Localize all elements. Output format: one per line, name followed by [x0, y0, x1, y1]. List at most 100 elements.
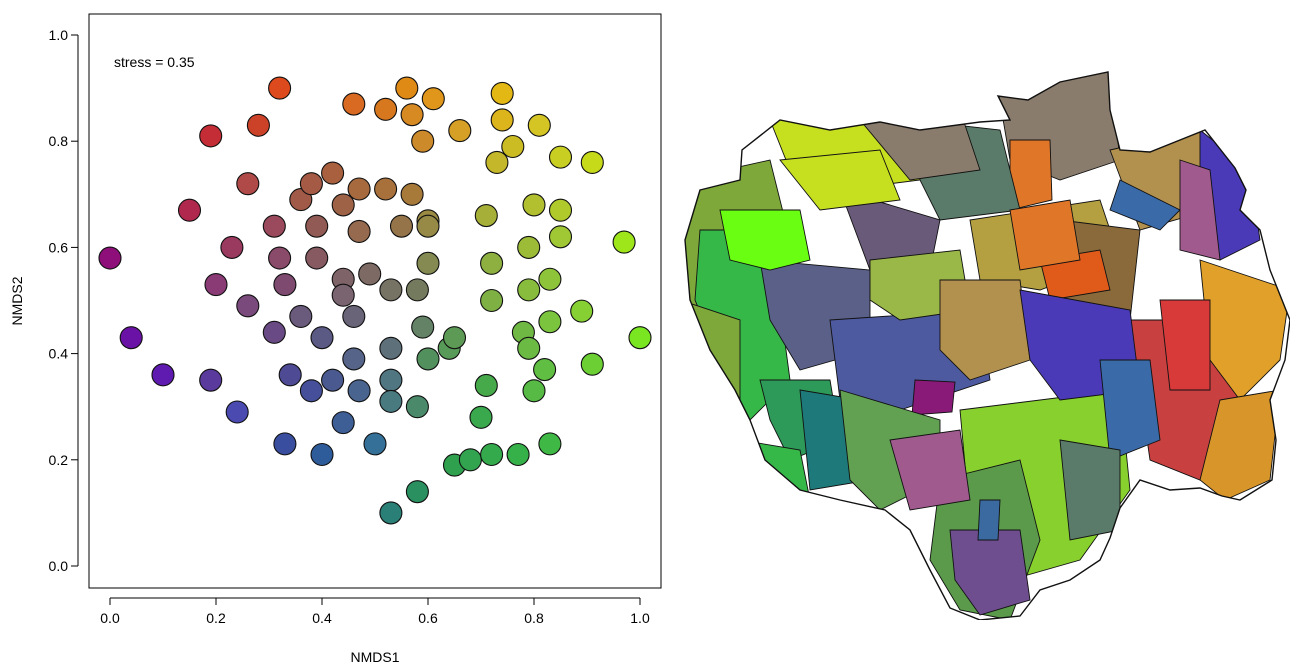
map-region-38	[1059, 439, 1121, 541]
scatter-point-43	[379, 501, 403, 525]
map-region-16	[1199, 389, 1281, 501]
map-region-22	[949, 529, 1031, 616]
map-region-34	[939, 279, 1031, 381]
scatter-point-88	[538, 432, 562, 456]
scatter-point-74	[490, 108, 514, 132]
scatter-point-49	[395, 76, 419, 100]
scatter-point-95	[612, 230, 636, 254]
scatter-point-28	[321, 368, 345, 392]
scatter-point-19	[289, 188, 313, 212]
scatter-point-42	[374, 177, 398, 201]
scatter-point-76	[501, 134, 525, 159]
scatter-point-15	[268, 246, 292, 270]
scatter-point-89	[548, 145, 573, 169]
scatter-point-38	[347, 379, 371, 403]
scatter-point-5	[199, 368, 223, 392]
scatter-point-16	[273, 273, 297, 297]
x-axis: 0.0 0.2 0.4 0.6 0.8 1.0	[100, 597, 650, 626]
scatter-point-71	[480, 288, 504, 313]
scatter-point-60	[416, 347, 440, 371]
scatter-point-4	[199, 124, 223, 148]
scatter-point-69	[474, 203, 498, 228]
y-tick-label-4: 0.8	[49, 133, 69, 149]
y-tick-label-0: 0.0	[49, 558, 69, 574]
scatter-point-47	[379, 389, 403, 413]
scatter-point-39	[358, 262, 382, 286]
scatter-point-91	[548, 225, 573, 249]
map-region-24	[719, 209, 811, 271]
scatter-point-7	[220, 235, 244, 259]
scatter-point-18	[278, 363, 302, 387]
scatter-point-21	[299, 172, 323, 196]
scatter-point-6	[204, 273, 228, 297]
y-tick-label-1: 0.2	[49, 452, 69, 468]
scatter-point-53	[405, 395, 429, 419]
scatter-point-1	[119, 326, 143, 350]
scatter-point-33	[342, 92, 366, 116]
plot-frame	[88, 13, 662, 589]
map-region-37	[889, 429, 971, 511]
scatter-point-10	[236, 294, 260, 318]
scatter-point-40	[363, 432, 387, 456]
scatter-point-37	[347, 219, 371, 244]
scatter-point-14	[268, 76, 292, 100]
scatter-point-45	[379, 336, 403, 360]
scatter-point-11	[246, 113, 270, 137]
scatter-point-85	[533, 357, 557, 382]
scatter-point-93	[580, 150, 604, 174]
scatter-point-50	[400, 103, 424, 127]
x-tick-label-2: 0.4	[312, 610, 332, 626]
scatter-point-26	[310, 442, 334, 467]
scatter-point-31	[331, 283, 355, 307]
scatter-point-59	[416, 251, 440, 275]
scatter-point-29	[331, 193, 355, 217]
scatter-point-52	[405, 480, 429, 504]
scatter-point-84	[527, 113, 551, 137]
scatter-point-51	[400, 182, 424, 206]
scatter-point-13	[262, 320, 286, 344]
scatter-point-94	[580, 352, 604, 376]
scatter-point-35	[342, 347, 366, 371]
scatter-point-55	[411, 129, 435, 153]
map-region-36	[1099, 359, 1161, 461]
scatter-point-82	[522, 193, 546, 217]
scatter-point-27	[321, 161, 345, 185]
stress-annotation: stress = 0.35	[114, 54, 195, 70]
scatter-point-70	[480, 251, 504, 275]
scatter-point-25	[310, 326, 334, 350]
scatter-point-8	[225, 400, 249, 424]
map-region-13	[911, 379, 956, 416]
scatter-point-54	[405, 278, 429, 302]
nmds-scatter-plot: 0.0 0.2 0.4 0.6 0.8 1.0 0.0 0.2 0.4 0.6 0.8 1.0 NM…	[9, 13, 662, 664]
x-tick-label-0: 0.0	[100, 610, 120, 626]
scatter-points	[98, 76, 652, 525]
x-tick-label-5: 1.0	[630, 610, 650, 626]
scatter-point-87	[538, 310, 562, 334]
y-tick-label-2: 0.4	[49, 346, 69, 362]
y-axis: 0.0 0.2 0.4 0.6 0.8 1.0	[49, 27, 79, 574]
scatter-point-68	[474, 373, 498, 398]
scatter-point-12	[262, 214, 286, 238]
y-tick-label-5: 1.0	[49, 27, 69, 43]
scatter-point-90	[548, 198, 573, 222]
x-axis-label: NMDS1	[350, 649, 399, 664]
x-tick-label-1: 0.2	[206, 610, 226, 626]
scatter-point-44	[379, 278, 403, 302]
scatter-point-58	[416, 214, 440, 238]
map-region-7	[1179, 159, 1221, 261]
scatter-point-22	[299, 379, 323, 403]
scatter-point-83	[522, 379, 546, 403]
scatter-point-86	[538, 267, 562, 291]
x-tick-label-4: 0.8	[524, 610, 544, 626]
scatter-point-9	[236, 172, 260, 196]
map-regions	[685, 72, 1290, 620]
y-axis-label: NMDS2	[9, 276, 25, 325]
scatter-point-61	[421, 87, 445, 111]
scatter-point-66	[458, 448, 482, 472]
scatter-point-65	[448, 119, 472, 143]
scatter-point-72	[480, 442, 504, 467]
scatter-point-23	[305, 214, 329, 238]
scatter-point-24	[305, 246, 329, 270]
scatter-point-36	[347, 177, 371, 201]
scatter-point-46	[379, 368, 403, 392]
